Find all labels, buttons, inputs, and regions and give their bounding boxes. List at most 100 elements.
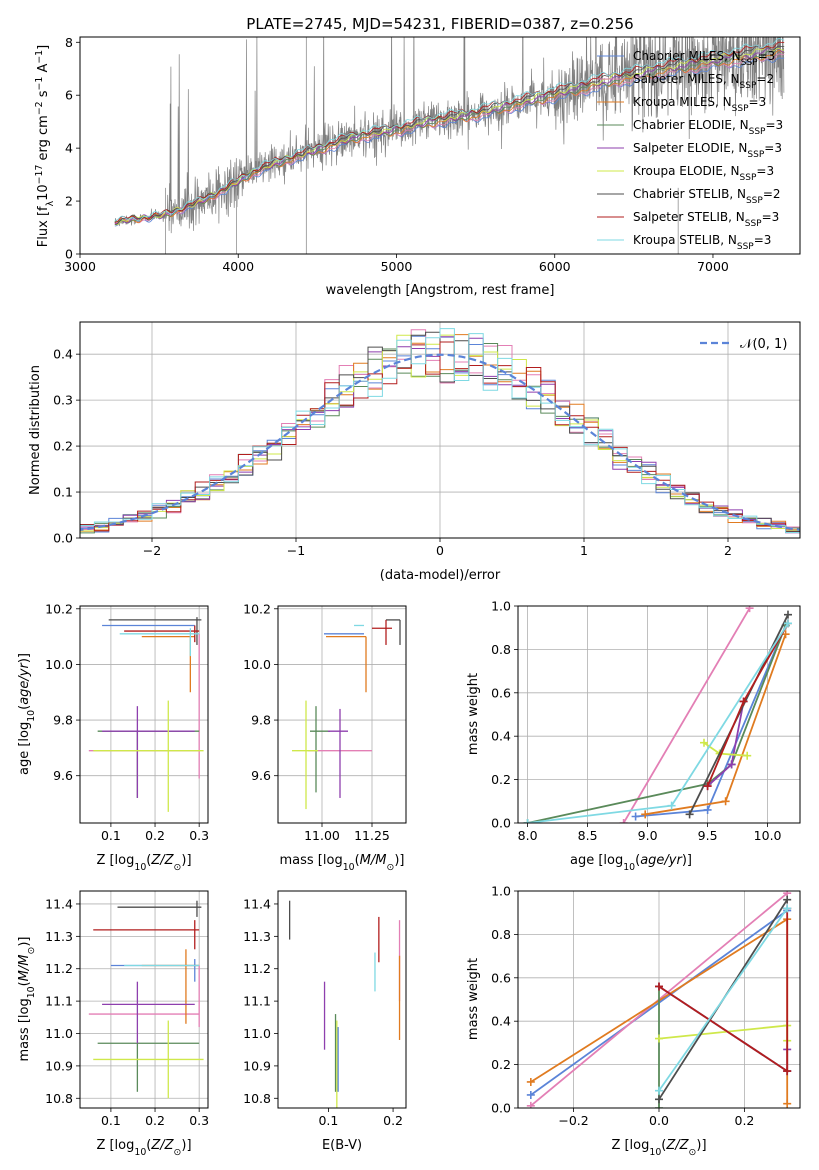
label-part: age/yr (640, 853, 683, 868)
data-point-marker (700, 738, 708, 747)
legend-sub: SSP (745, 219, 762, 229)
label-part: age/yr (17, 661, 32, 704)
data-point-marker (783, 1067, 792, 1076)
y-tick-label: 11.4 (45, 896, 73, 911)
errorbar-chabrier-elodie (310, 706, 330, 793)
label-part: 10 (343, 862, 355, 873)
label-part: Z/Z (150, 1138, 174, 1153)
y-tick-label: 10.2 (45, 601, 73, 616)
y-tick-label: 0.1 (53, 485, 73, 500)
data-point-marker (685, 810, 694, 819)
y-tick-label: 0.0 (491, 816, 511, 831)
data-point-marker (667, 801, 676, 810)
errorbar-salpeter-elodie (102, 981, 195, 1044)
plot-area (523, 606, 792, 823)
legend-entry: Chabrier ELODIE, NSSP=3 (633, 118, 783, 137)
y-tick-label: 0.4 (491, 729, 511, 744)
y-tick-label: 10.9 (243, 1058, 271, 1073)
legend-entry: 𝒩(0, 1) (740, 337, 787, 352)
legend-series-name: Chabrier ELODIE, N (633, 118, 749, 132)
y-tick-label: 0.6 (491, 970, 511, 985)
y-tick-label: 10.0 (243, 657, 271, 672)
label-part: −1 (34, 50, 45, 64)
model-line-kroupa-elodie (114, 46, 785, 226)
series-line (527, 622, 789, 823)
data-point-marker (655, 1104, 663, 1108)
axes-frame: 8.0 8.5 9.0 9.5 10.0 0.0 0.2 0.4 0.6 0.8 1.0 age [l… (466, 599, 801, 873)
data-point-marker (619, 819, 628, 823)
label-part: −1 (34, 77, 45, 91)
label-part: ⊙ (174, 1147, 182, 1158)
data-point-marker (631, 812, 640, 821)
legend-series-name: Kroupa STELIB, N (633, 233, 737, 247)
x-tick-label: 10.0 (754, 828, 782, 843)
label-part: )] (696, 1138, 706, 1153)
x-tick-label: 2 (724, 543, 732, 558)
series-kroupa-stelib (655, 904, 792, 1095)
series-kroupa-miles (641, 630, 790, 819)
plot-area (80, 328, 800, 537)
legend-nssp: =3 (765, 118, 783, 132)
x-axis-label: mass [log10(M/M⊙)] (280, 853, 405, 873)
y-tick-label: 0.4 (53, 347, 73, 362)
plot-area (526, 891, 792, 1108)
label-part: 10 (36, 184, 51, 201)
y-axis-label: mass weight (466, 673, 481, 755)
label-part: A (36, 64, 51, 77)
x-tick-label: 0 (436, 543, 444, 558)
x-tick-label: 0.2 (735, 1113, 755, 1128)
data-point-marker (703, 782, 712, 791)
label-part: )] (394, 853, 404, 868)
data-point-marker (727, 760, 736, 769)
label-part: )] (181, 853, 191, 868)
panel-mass-vs-E(B-V) (288, 900, 401, 1108)
label-part: 10 (623, 862, 635, 873)
series-line (658, 907, 788, 1092)
y-tick-label: 9.6 (53, 768, 73, 783)
errorbar-chabrier-elodie (97, 1042, 200, 1092)
errorbar-chabrier-stelib (117, 900, 202, 917)
x-axis-label: age [log10(age/yr)] (570, 853, 692, 873)
series-line (635, 625, 787, 818)
y-tick-label: 9.8 (251, 713, 271, 728)
x-tick-label: 0.2 (383, 1113, 403, 1128)
panel-spectrum (114, 37, 785, 254)
errorbar-kroupa-stelib (119, 628, 200, 657)
x-axis-label: Z [log10(Z/Z⊙)] (96, 1138, 191, 1158)
data-point-marker (783, 1099, 792, 1108)
y-axis-label: mass weight (466, 958, 481, 1040)
series-line (658, 984, 788, 1108)
y-tick-label: 8 (65, 35, 73, 50)
legend-series-name: Chabrier MILES, N (633, 49, 741, 63)
label-part: ( (17, 705, 32, 710)
legend-nssp: =3 (762, 210, 780, 224)
y-tick-label: 0.2 (491, 1057, 511, 1072)
label-part: ( (661, 1138, 666, 1153)
errorbar-kroupa-miles (141, 949, 200, 1024)
y-tick-label: 10.2 (243, 601, 271, 616)
label-part: Z [log (96, 1138, 134, 1153)
x-tick-label: 0.1 (318, 1113, 338, 1128)
y-tick-label: 0.6 (491, 685, 511, 700)
model-line-salpeter-stelib (114, 41, 785, 223)
data-point-marker (641, 810, 650, 819)
x-axis-label: (data-model)/error (380, 568, 501, 583)
y-tick-label: 6 (65, 88, 73, 103)
y-tick-label: 0.2 (491, 772, 511, 787)
data-point-marker (655, 1086, 663, 1095)
label-part: s (36, 90, 51, 101)
axes-box (79, 36, 801, 255)
x-tick-label: 3000 (64, 259, 96, 274)
label-part: )] (17, 937, 32, 947)
data-point-marker (739, 697, 748, 706)
x-tick-label: 9.0 (638, 828, 658, 843)
y-tick-label: 10.9 (45, 1058, 73, 1073)
legend-series-name: Salpeter MILES, N (633, 72, 740, 86)
label-part: −2 (34, 101, 45, 115)
data-point-marker (526, 1077, 535, 1086)
y-tick-label: 11.4 (243, 896, 271, 911)
label-part: age [log (17, 722, 32, 775)
panel-age-vs-mass (278, 606, 406, 823)
series-chabrier-elodie (523, 621, 790, 823)
